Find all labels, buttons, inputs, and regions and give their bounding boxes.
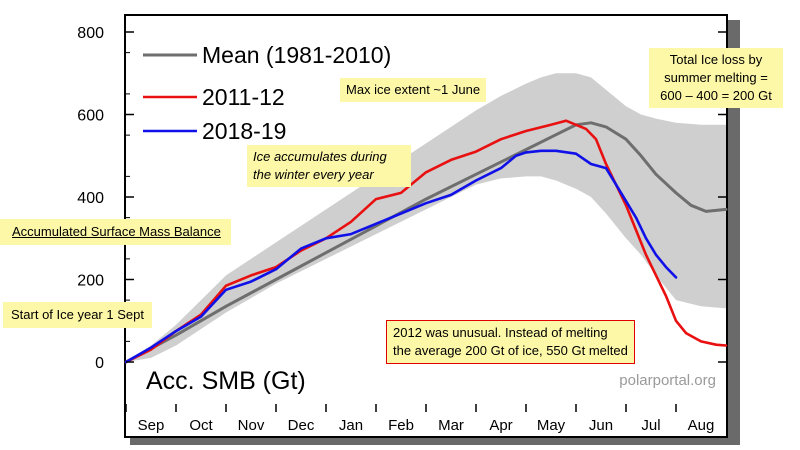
x-tick-label: May [537,417,566,434]
unusual-note: 2012 was unusual. Instead of melting the… [386,320,635,364]
range-band [126,73,726,363]
x-tick-label: Jun [589,417,613,434]
total-loss-text: Total Ice loss by summer melting = 600 –… [660,52,772,103]
y-tick-label: 800 [77,25,104,42]
accumulates-note: Ice accumulates during the winter every … [247,145,411,187]
y-tick-label: 0 [95,355,104,372]
x-tick-label: Feb [388,417,414,434]
band-layer [126,73,726,363]
smb-label-text: Accumulated Surface Mass Balance [12,224,221,239]
series-line-1 [124,121,728,364]
x-tick-label: Apr [489,417,512,434]
x-tick-label: Dec [288,417,315,434]
legend-label-1: Mean (1981-2010) [202,42,391,68]
legend-label-3: 2018-19 [202,118,286,144]
start-note: Start of Ice year 1 Sept [3,302,152,328]
unusual-line-2: the average 200 Gt of ice, 550 Gt melted [393,343,628,358]
axis-layer: 0 200 400 600 800 Sep Oct Nov Dec Jan Feb Mar Apr May… [77,25,726,434]
series-line-3 [124,149,678,364]
legend-label-2: 2011-12 [202,84,285,110]
legend: Mean (1981-2010) 2011-12 2018-19 [143,42,391,144]
x-tick-label: Jul [641,417,660,434]
watermark: polarportal.org [619,372,716,389]
accumulates-text: Ice accumulates during the winter every … [253,149,387,182]
y-tick-label: 600 [77,108,104,125]
total-loss-note: Total Ice loss by summer melting = 600 –… [649,48,783,108]
series-line-2 [124,119,728,364]
x-tick-label: Aug [688,417,715,434]
x-tick-label: Jan [339,417,363,434]
series-layer [124,119,728,364]
x-tick-label: Sep [138,417,165,434]
y-tick-label: 400 [77,190,104,207]
chart-title: Acc. SMB (Gt) [146,367,306,395]
smb-label-note: Accumulated Surface Mass Balance [0,219,231,245]
x-tick-label: Oct [189,417,213,434]
unusual-line-1: 2012 was unusual. Instead of melting [393,325,608,340]
x-tick-label: Nov [238,417,265,434]
x-tick-label: Mar [438,417,464,434]
max-ice-note: Max ice extent ~1 June [340,78,487,102]
y-tick-label: 200 [77,273,104,290]
